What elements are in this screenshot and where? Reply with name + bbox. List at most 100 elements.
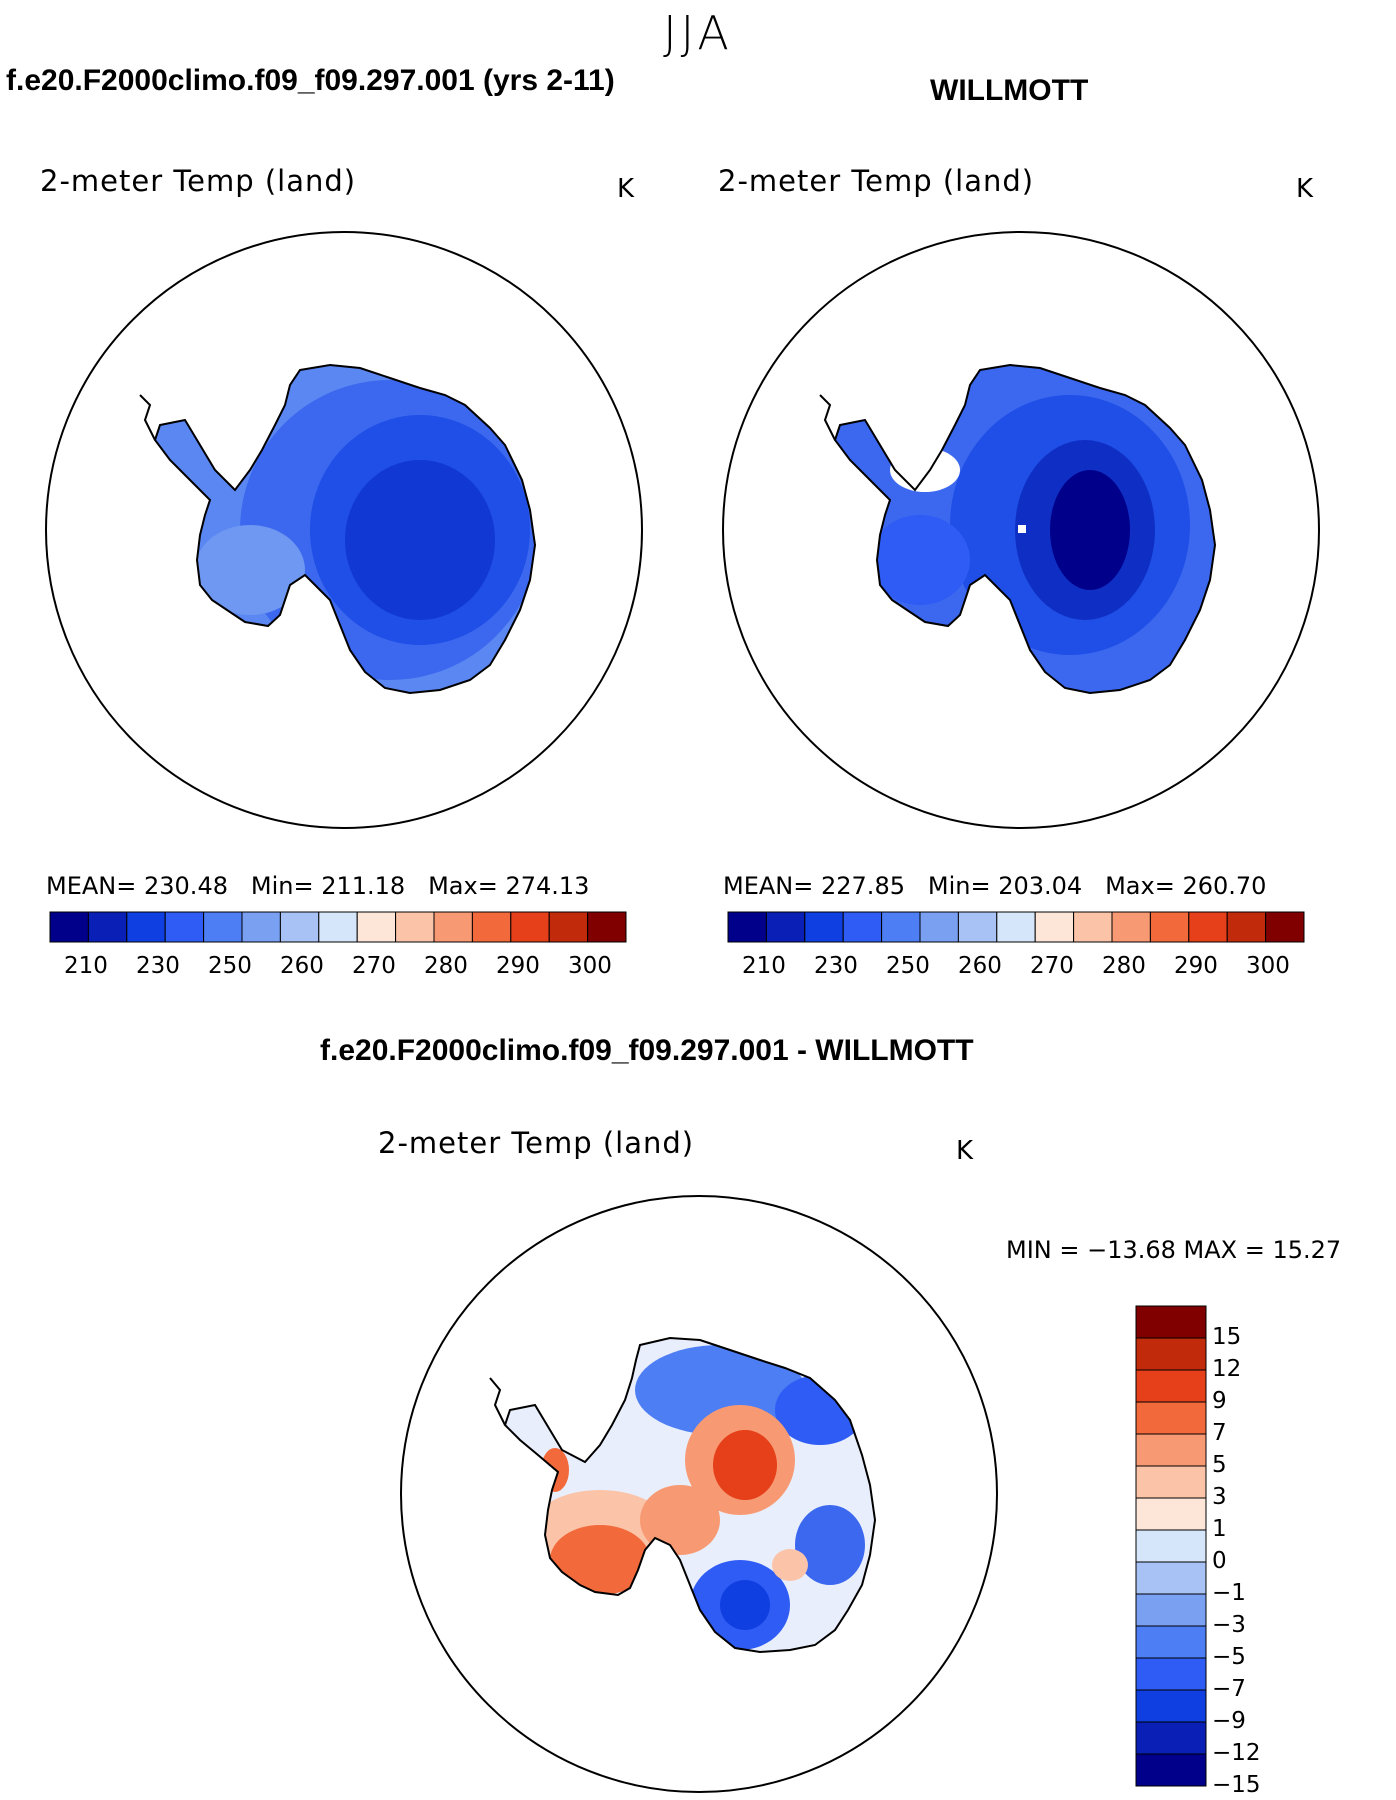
panel1-colorbar-tick-label: 300	[568, 953, 612, 979]
panel1-colorbar-tick-label: 210	[64, 953, 108, 979]
panel3-colorbar-swatch	[1135, 1433, 1207, 1467]
panel3-colorbar-tick-label: 15	[1212, 1324, 1242, 1350]
panel3-colorbar-swatch	[1135, 1721, 1207, 1755]
panel2-colorbar-swatch	[1265, 911, 1305, 943]
panel2-units-label: K	[1296, 174, 1314, 204]
panel2-colorbar-swatch	[1111, 911, 1151, 943]
panel1-colorbar-swatch	[241, 911, 281, 943]
panel2-colorbar-swatch	[1149, 911, 1190, 943]
panel3-colorbar-tick-label: 1	[1212, 1516, 1227, 1542]
panel2-colorbar-tick-label: 210	[742, 953, 786, 979]
panel2-colorbar-swatch	[842, 911, 883, 943]
panel1-colorbar-tick-label: 230	[136, 953, 180, 979]
panel2-colorbar-swatch	[1073, 911, 1113, 943]
panel3-colorbar-tick-label: 3	[1212, 1484, 1227, 1510]
panel3-colorbar-swatch	[1135, 1753, 1207, 1787]
panel3-colorbar-swatch	[1135, 1337, 1207, 1371]
panel2-colorbar-tick-label: 300	[1246, 953, 1290, 979]
panel2-colorbar-swatch	[881, 911, 921, 943]
panel2-case-title: WILLMOTT	[930, 74, 1089, 107]
panel3-colorbar-tick-label: 7	[1212, 1420, 1227, 1446]
panel1-colorbar-tick-label: 280	[424, 953, 468, 979]
panel3-colorbar-tick-label: −1	[1212, 1580, 1246, 1606]
panel3-colorbar-swatch	[1135, 1593, 1207, 1627]
panel2-max-label: Max=	[1105, 872, 1175, 900]
panel2-colorbar-swatch	[727, 911, 767, 943]
panel3-colorbar-swatch	[1135, 1401, 1207, 1435]
figure-title: JJA	[663, 6, 733, 60]
panel2-colorbar-tick-label: 290	[1174, 953, 1218, 979]
panel2-colorbar	[727, 911, 1305, 943]
panel1-max-value: 274.13	[505, 872, 590, 900]
panel3-colorbar-swatch	[1135, 1369, 1207, 1403]
panel3-case-title: f.e20.F2000climo.f09_f09.297.001 - WILLM…	[320, 1034, 974, 1067]
panel1-max-label: Max=	[428, 872, 498, 900]
panel3-stats: MIN = −13.68 MAX = 15.27	[1006, 1236, 1342, 1264]
panel2-colorbar-tick-label: 280	[1102, 953, 1146, 979]
panel2-min-value: 203.04	[998, 872, 1083, 900]
panel2-colorbar-swatch	[919, 911, 959, 943]
panel2-colorbar-swatch	[957, 911, 998, 943]
panel3-colorbar	[1135, 1305, 1207, 1787]
panel1-colorbar-swatch	[279, 911, 320, 943]
panel1-mean-value: 230.48	[144, 872, 228, 900]
panel1-stats: MEAN= 230.48 Min= 211.18 Max= 274.13	[46, 872, 589, 900]
panel1-variable-label: 2-meter Temp (land)	[40, 164, 357, 198]
panel1-colorbar-swatch	[87, 911, 128, 943]
panel3-colorbar-swatch	[1135, 1657, 1207, 1691]
panel1-colorbar-tick-label: 250	[208, 953, 252, 979]
panel2-stats: MEAN= 227.85 Min= 203.04 Max= 260.70	[723, 872, 1266, 900]
panel1-colorbar-swatch	[203, 911, 243, 943]
panel1-colorbar	[49, 911, 627, 943]
panel3-colorbar-tick-label: 12	[1212, 1356, 1242, 1382]
panel1-case-title: f.e20.F2000climo.f09_f09.297.001 (yrs 2-…	[6, 64, 615, 97]
panel2-variable-label: 2-meter Temp (land)	[718, 164, 1035, 198]
panel2-colorbar-tick-label: 270	[1030, 953, 1074, 979]
panel1-colorbar-swatch	[126, 911, 166, 943]
panel3-colorbar-tick-label: −5	[1212, 1644, 1246, 1670]
panel1-colorbar-tick-label: 270	[352, 953, 396, 979]
panel3-colorbar-tick-label: −12	[1212, 1740, 1261, 1766]
panel3-units-label: K	[956, 1136, 974, 1166]
panel3-colorbar-swatch	[1135, 1529, 1207, 1563]
panel2-mean-label: MEAN=	[723, 872, 814, 900]
panel2-mean-value: 227.85	[821, 872, 905, 900]
panel2-colorbar-swatch	[1034, 911, 1075, 943]
panel3-colorbar-tick-label: −7	[1212, 1676, 1246, 1702]
panel2-colorbar-tick-label: 250	[886, 953, 930, 979]
panel2-colorbar-tick-label: 260	[958, 953, 1002, 979]
panel2-colorbar-swatch	[1188, 911, 1228, 943]
panel1-min-value: 211.18	[321, 872, 406, 900]
panel3-variable-label: 2-meter Temp (land)	[378, 1126, 695, 1160]
panel1-units-label: K	[617, 174, 635, 204]
panel1-colorbar-swatch	[433, 911, 473, 943]
panel1-colorbar-tick-label: 290	[496, 953, 540, 979]
panel3-colorbar-tick-label: −3	[1212, 1612, 1246, 1638]
panel3-colorbar-tick-label: 5	[1212, 1452, 1227, 1478]
panel2-min-label: Min=	[927, 872, 991, 900]
panel3-colorbar-swatch	[1135, 1497, 1207, 1531]
panel1-colorbar-tick-label: 260	[280, 953, 324, 979]
panel3-colorbar-tick-label: −9	[1212, 1708, 1246, 1734]
panel2-colorbar-swatch	[996, 911, 1036, 943]
panel1-colorbar-swatch	[49, 911, 89, 943]
panel2-max-value: 260.70	[1182, 872, 1267, 900]
panel3-colorbar-swatch	[1135, 1561, 1207, 1595]
panel3-colorbar-swatch	[1135, 1465, 1207, 1499]
panel3-colorbar-swatch	[1135, 1689, 1207, 1723]
panel3-colorbar-swatch	[1135, 1305, 1207, 1339]
panel1-colorbar-swatch	[510, 911, 550, 943]
panel1-colorbar-swatch	[164, 911, 205, 943]
panel3-colorbar-tick-label: −15	[1212, 1772, 1261, 1798]
panel1-mean-label: MEAN=	[46, 872, 137, 900]
panel1-min-label: Min=	[250, 872, 314, 900]
panel3-colorbar-tick-label: 9	[1212, 1388, 1227, 1414]
panel3-colorbar-tick-label: 0	[1212, 1548, 1227, 1574]
panel1-colorbar-swatch	[548, 911, 589, 943]
panel2-colorbar-tick-label: 230	[814, 953, 858, 979]
panel1-colorbar-swatch	[587, 911, 627, 943]
panel1-colorbar-swatch	[318, 911, 358, 943]
